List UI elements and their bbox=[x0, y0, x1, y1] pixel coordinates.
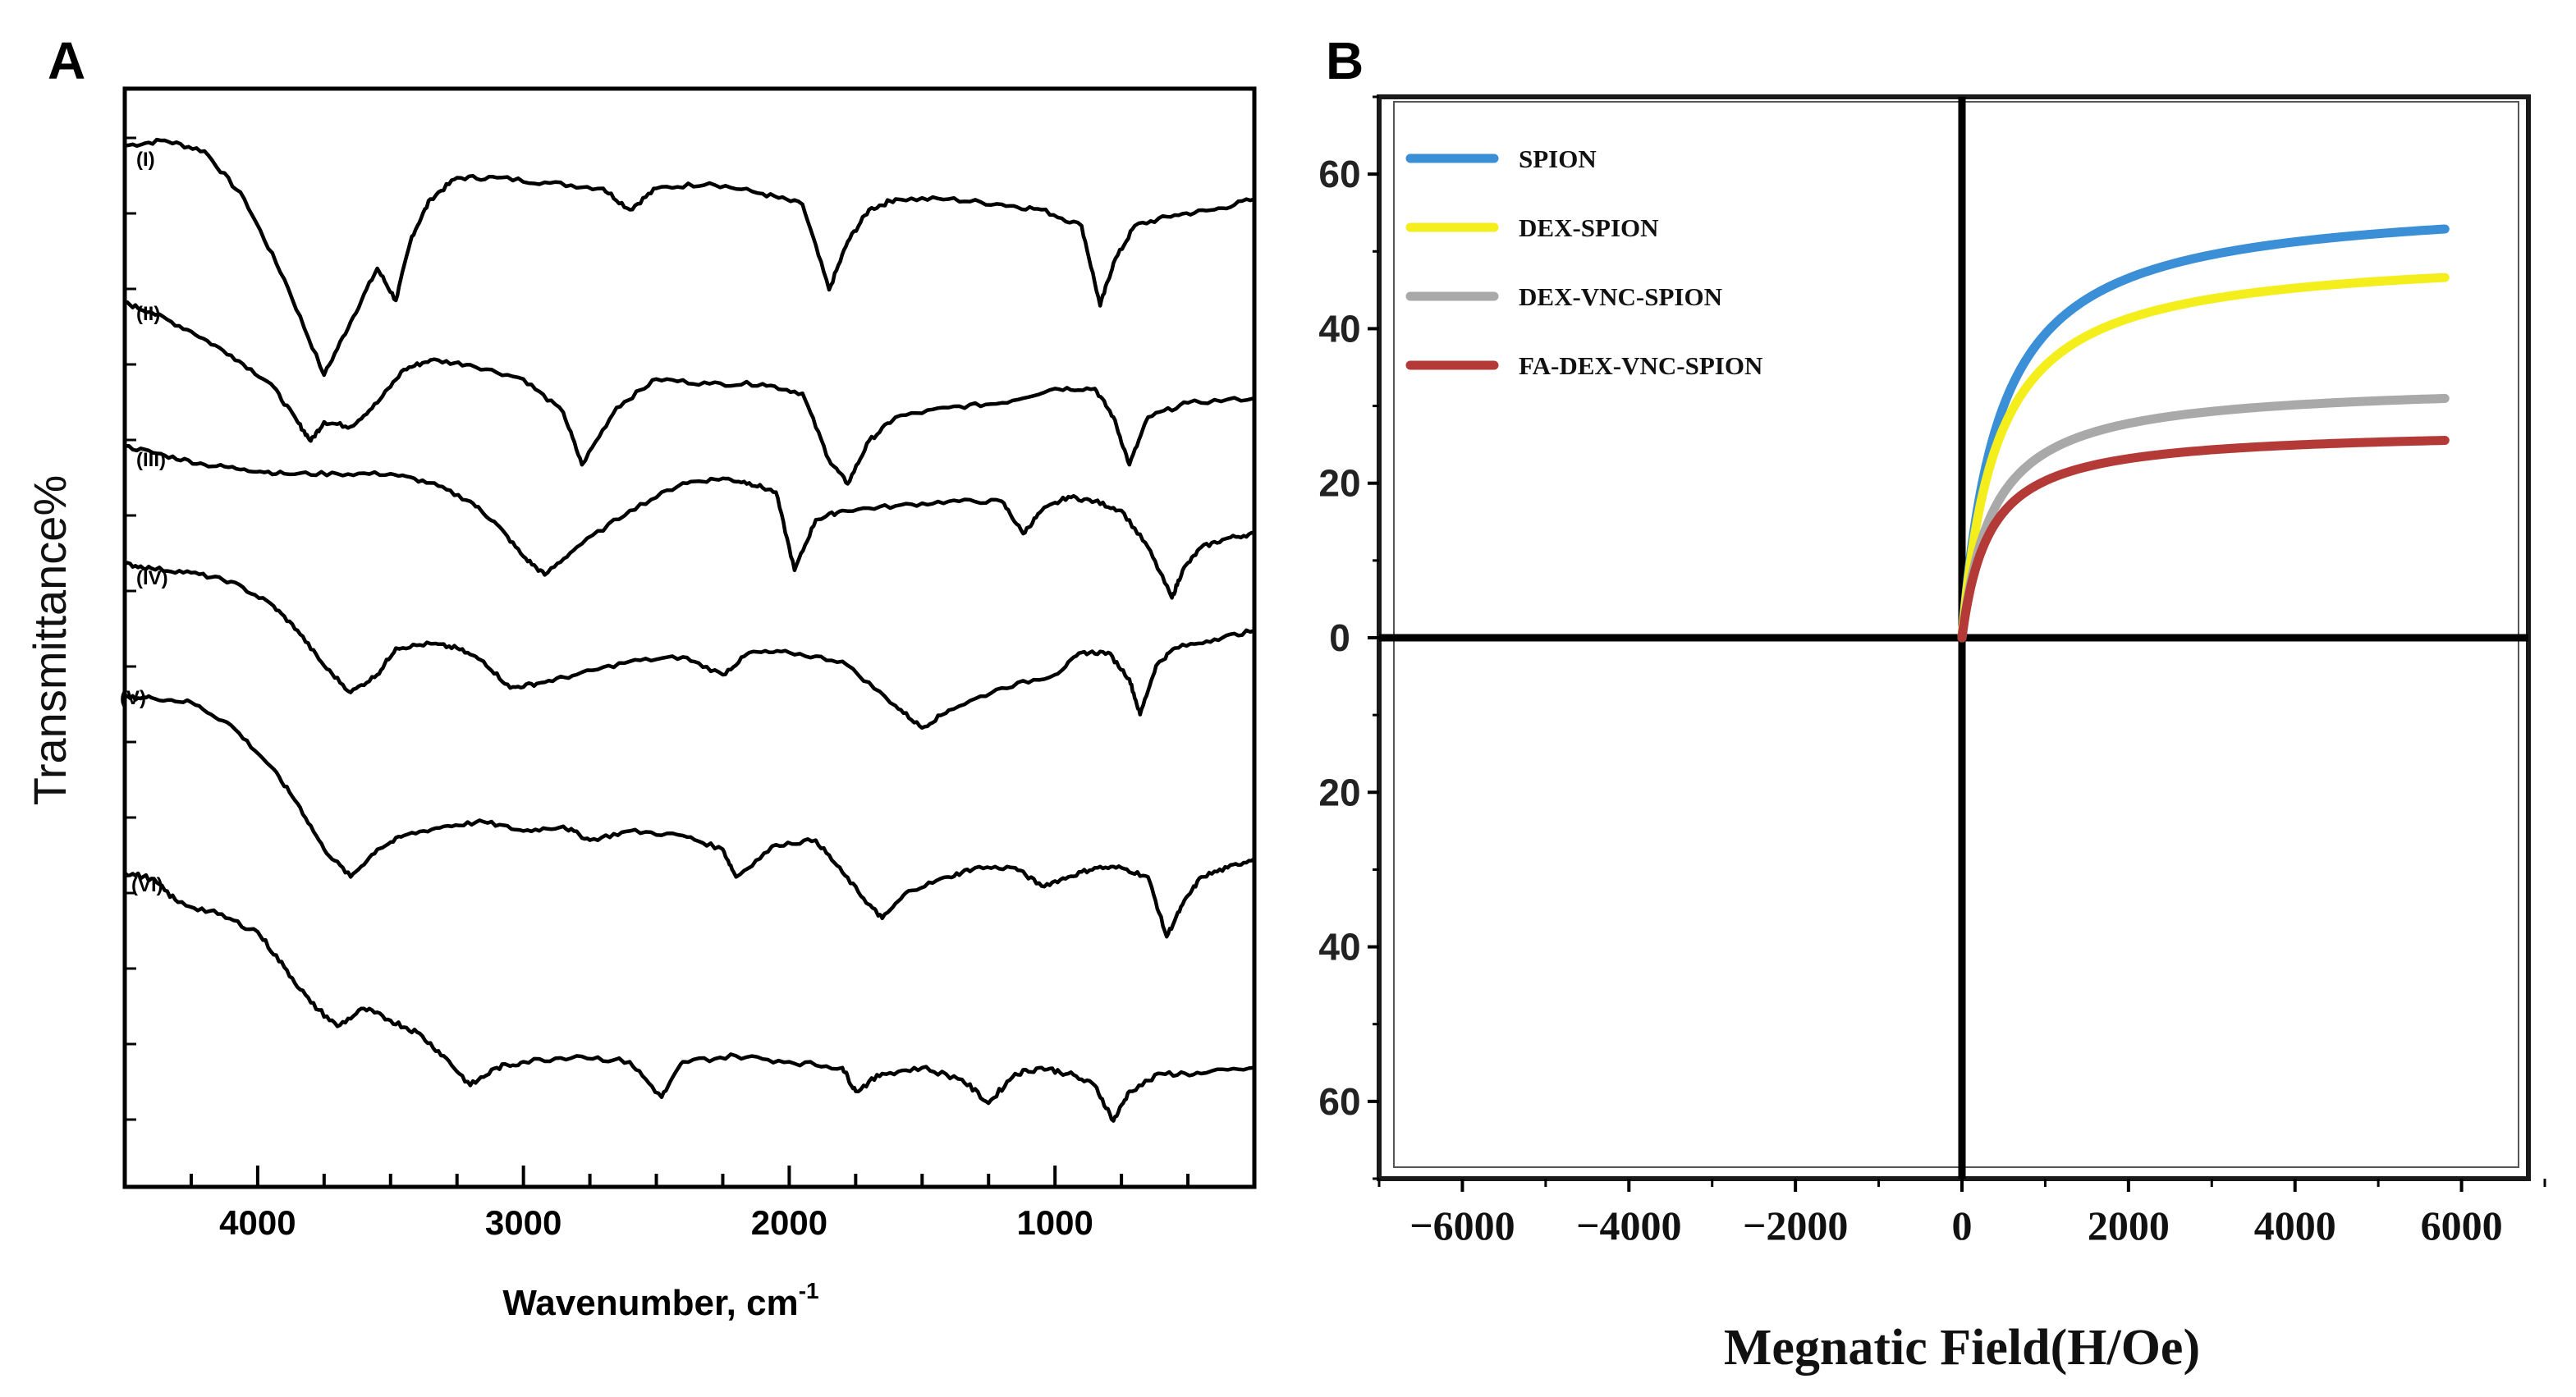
mag-curve-fa-dex-vnc-spion bbox=[1957, 436, 2450, 643]
ftir-sample-labels: (I)(II)(III)(IV)(V)(VI) bbox=[120, 149, 168, 896]
mag-y-ticks: 60 40 20 0 20 40 60 bbox=[1318, 95, 1379, 1180]
mag-x-tick-label: 4000 bbox=[2254, 1202, 2336, 1248]
mag-legend-label: FA-DEX-VNC-SPION bbox=[1519, 351, 1762, 380]
mag-x-axis-label: Megnatic Field(H/Oe) bbox=[1724, 1320, 2200, 1376]
ftir-spectrum-line bbox=[123, 871, 1255, 1123]
ftir-spectrum-line bbox=[124, 561, 1255, 731]
ftir-sample-label: (VI) bbox=[131, 874, 163, 896]
ftir-sample-label: (IV) bbox=[136, 567, 168, 589]
ftir-x-tick-labels: 4000 3000 2000 1000 bbox=[219, 1203, 1093, 1242]
mag-x-tick-label: −2000 bbox=[1743, 1202, 1849, 1248]
ftir-chart: (I)(II)(III)(IV)(V)(VI) 4000 3000 2000 1000… bbox=[24, 86, 1257, 1323]
ftir-x-tick-label: 2000 bbox=[751, 1203, 827, 1242]
panel-a-letter: A bbox=[48, 31, 85, 90]
ftir-x-tick-label: 1000 bbox=[1016, 1203, 1093, 1242]
ftir-sample-label: (I) bbox=[136, 149, 155, 171]
mag-legend-label: SPION bbox=[1519, 144, 1597, 173]
ftir-spectrum-line bbox=[124, 300, 1255, 486]
ftir-sample-label: (III) bbox=[136, 449, 166, 471]
mag-x-tick-label: 2000 bbox=[2088, 1202, 2170, 1248]
panel-b-letter: B bbox=[1326, 31, 1364, 90]
mag-series-group bbox=[1957, 224, 2450, 643]
mag-legend-label: DEX-VNC-SPION bbox=[1519, 282, 1722, 311]
ftir-x-axis-label: Wavenumber, cm-1 bbox=[502, 1278, 818, 1323]
mag-x-tick-label: 6000 bbox=[2421, 1202, 2503, 1248]
mag-legend: SPION DEX-SPION DEX-VNC-SPION FA-DEX-VNC-SP… bbox=[1405, 144, 1762, 380]
mag-x-tick-label: 0 bbox=[1952, 1202, 1973, 1248]
ftir-x-ticks bbox=[123, 136, 1256, 1187]
mag-y-tick-label: 0 bbox=[1329, 616, 1350, 659]
mag-x-tick-label: −6000 bbox=[1409, 1202, 1515, 1248]
ftir-x-tick-label: 4000 bbox=[219, 1203, 296, 1242]
mag-x-ticks: −6000 −4000 −2000 0 2000 4000 6000 bbox=[1377, 1179, 2546, 1248]
ftir-spectrum-line bbox=[124, 443, 1255, 600]
mag-y-tick-label: 40 bbox=[1318, 926, 1360, 969]
mag-y-tick-label: 60 bbox=[1318, 153, 1360, 195]
mag-y-tick-label: 20 bbox=[1318, 462, 1360, 505]
ftir-x-axis-label-text: Wavenumber, cm bbox=[502, 1283, 798, 1323]
ftir-spectrum-line bbox=[124, 137, 1255, 378]
mag-legend-label: DEX-SPION bbox=[1519, 213, 1659, 242]
mag-y-tick-label: 60 bbox=[1318, 1080, 1360, 1123]
mag-y-tick-label: 20 bbox=[1318, 771, 1360, 813]
ftir-y-axis-label: Transmittance% bbox=[24, 475, 76, 806]
magnetization-chart: 60 40 20 0 20 40 60 −6000 −4000 −2000 0 2000 4000 60… bbox=[1318, 94, 2546, 1376]
mag-x-tick-label: −4000 bbox=[1576, 1202, 1682, 1248]
ftir-spectrum-line bbox=[123, 694, 1256, 939]
ftir-x-axis-label-superscript: -1 bbox=[799, 1278, 819, 1303]
ftir-sample-label: (II) bbox=[136, 303, 160, 325]
ftir-x-tick-label: 3000 bbox=[485, 1203, 561, 1242]
ftir-series-group bbox=[123, 137, 1256, 1123]
ftir-plot-frame bbox=[122, 86, 1257, 1189]
mag-y-tick-label: 40 bbox=[1318, 307, 1360, 350]
